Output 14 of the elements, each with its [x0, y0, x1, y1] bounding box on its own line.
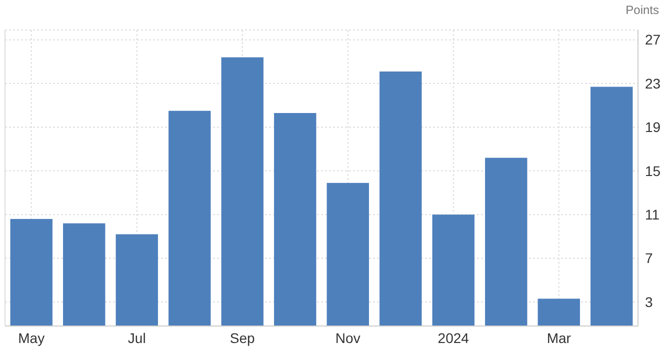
y-axis-title: Points	[626, 3, 659, 17]
x-tick-label: May	[18, 330, 45, 346]
x-tick-label: 2024	[438, 330, 470, 346]
y-tick-label: 15	[645, 162, 661, 179]
y-tick-label: 27	[645, 32, 661, 48]
x-tick-label: Mar	[546, 330, 572, 346]
y-tick-label: 19	[645, 119, 661, 136]
x-tick-label: Jul	[128, 330, 146, 346]
y-tick-label: 3	[645, 294, 653, 310]
x-tick-label: Nov	[335, 330, 360, 346]
y-tick-label: 23	[645, 75, 661, 92]
x-tick-label: Sep	[230, 330, 256, 346]
y-tick-label: 7	[645, 250, 653, 266]
y-tick-label: 11	[645, 206, 660, 222]
